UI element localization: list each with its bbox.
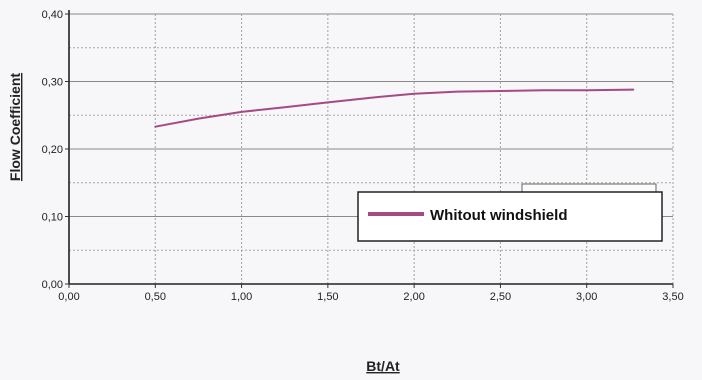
x-tick-labels: 0,00 0,50 1,00 1,50 2,00 2,50 3,00 3,50 [58, 284, 684, 303]
x-tick-label: 3,00 [576, 291, 597, 303]
legend: Whitout windshield [357, 183, 663, 242]
x-tick-label: 2,00 [403, 291, 424, 303]
y-tick-label: 0,20 [42, 144, 63, 156]
y-tick-label: 0,30 [42, 77, 63, 89]
x-axis-title: Bt/At [366, 358, 400, 374]
x-tick-label: 1,50 [317, 291, 338, 303]
axes [68, 10, 673, 285]
y-axis-title: Flow Coefficient [7, 73, 23, 181]
legend-shadow-frame [521, 183, 657, 193]
x-tick-label: 3,50 [662, 291, 683, 303]
x-tick-label: 0,50 [145, 291, 166, 303]
x-tick-label: 2,50 [490, 291, 511, 303]
y-tick-label: 0,10 [42, 212, 63, 224]
x-tick-label: 0,00 [58, 291, 79, 303]
series-line [154, 88, 635, 128]
y-tick-label: 0,00 [42, 279, 63, 291]
x-tick-label: 1,00 [231, 291, 252, 303]
legend-label: Whitout windshield [430, 207, 567, 224]
y-tick-labels: 0,00 0,10 0,20 0,30 0,40 [42, 9, 69, 291]
series-layer [154, 88, 635, 128]
y-tick-label: 0,40 [42, 9, 63, 21]
grid [69, 13, 674, 284]
legend-box [357, 191, 663, 242]
